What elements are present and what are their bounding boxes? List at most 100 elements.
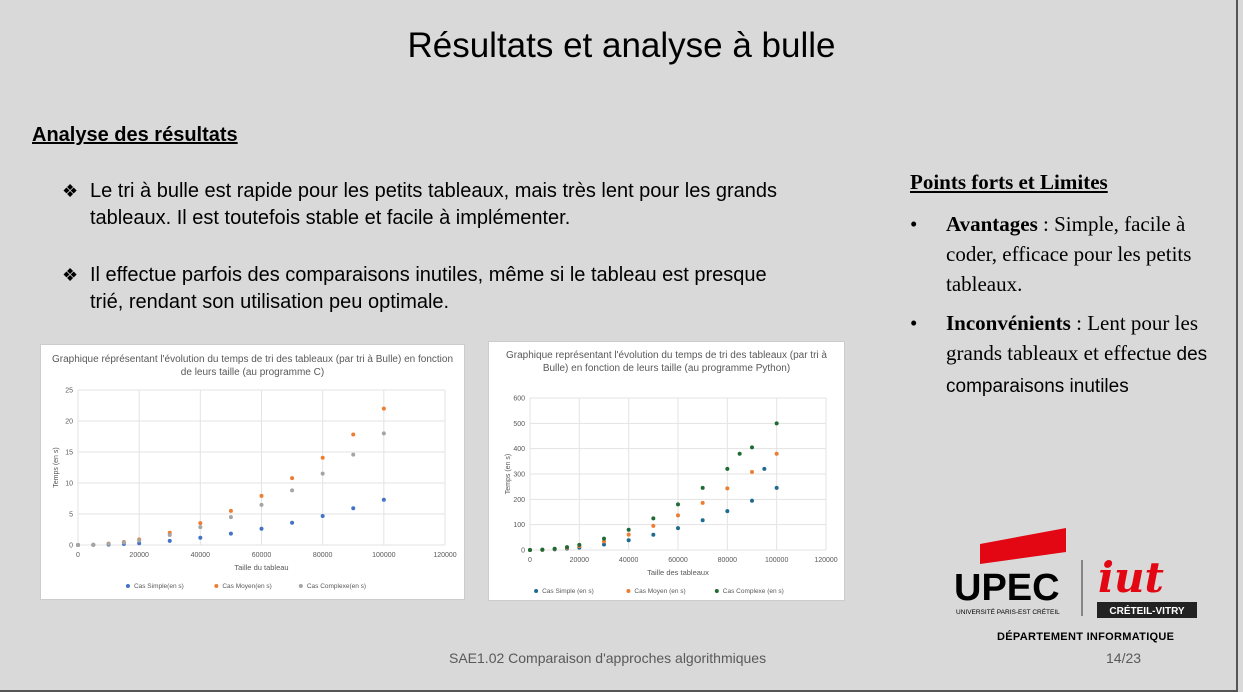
chart-c-point-series-1 — [351, 432, 356, 437]
drawbacks-item: • Inconvénients : Lent pour les grands t… — [910, 308, 1230, 402]
advantages-label: Avantages — [946, 212, 1038, 236]
chart-c-point-series-2 — [121, 540, 126, 545]
chart-c-point-series-2 — [137, 538, 142, 543]
chart-python-ytick-label: 500 — [513, 421, 525, 428]
logo-iut-sub: CRÉTEIL-VITRY — [1109, 604, 1185, 617]
chart-c-legend-marker — [298, 584, 303, 588]
chart-python-point-series-2 — [577, 542, 582, 547]
logo-iut-text: iut — [1098, 553, 1164, 602]
chart-c-legend-label: Cas Moyen(en s) — [222, 583, 272, 590]
chart-c-point-series-2 — [320, 471, 325, 476]
analysis-bullet-1: ❖ Le tri à bulle est rapide pour les pet… — [62, 178, 802, 232]
chart-python-ytick-label: 600 — [513, 396, 525, 403]
chart-python-xtick-label: 40000 — [619, 557, 639, 564]
analysis-bullet-2-text: Il effectue parfois des comparaisons inu… — [90, 264, 767, 313]
chart-c-point-series-0 — [259, 526, 264, 531]
chart-python-legend-label: Cas Complexe (en s) — [723, 588, 784, 595]
chart-python-point-series-2 — [651, 516, 656, 521]
chart-c-legend-marker — [214, 584, 219, 588]
chart-python-ytick-label: 100 — [513, 522, 525, 529]
chart-python-point-series-2 — [565, 545, 569, 550]
chart-python-ytick-label: 300 — [513, 472, 525, 479]
chart-c-legend-label: Cas Simple(en s) — [134, 583, 184, 590]
chart-python-point-series-1 — [626, 532, 631, 537]
chart-c-point-series-2 — [228, 515, 233, 520]
chart-python-legend-marker — [534, 589, 539, 593]
chart-python-ylabel: Temps (en s) — [505, 454, 512, 494]
footer-text: SAE1.02 Comparaison d'approches algorith… — [449, 650, 767, 666]
chart-python-ytick-label: 0 — [521, 548, 525, 555]
chart-c-ylabel: Temps (en s) — [53, 447, 60, 487]
chart-python-legend-marker — [626, 589, 631, 593]
chart-c-point-series-1 — [228, 508, 233, 513]
chart-python-xlabel: Taille des tableaux — [647, 568, 709, 577]
chart-python-point-series-1 — [602, 539, 606, 544]
chart-python-point-series-2 — [626, 527, 631, 532]
chart-python-point-series-2 — [676, 502, 680, 507]
slide-title: Résultats et analyse à bulle — [407, 26, 836, 65]
advantages-text: : Simple, facile à coder, efficace pour … — [946, 212, 1192, 296]
chart-c-ytick-label: 0 — [69, 543, 73, 550]
analysis-bullet-1-text: Le tri à bulle est rapide pour les petit… — [90, 180, 778, 229]
chart-c-legend-marker — [125, 584, 130, 588]
chart-python-point-series-0 — [651, 532, 656, 537]
chart-python-point-series-1 — [750, 470, 754, 475]
chart-c-point-series-0 — [381, 497, 386, 502]
upec-iut-logo: UPEC UNIVERSITÉ PARIS-EST CRÉTEIL iut CR… — [954, 528, 1197, 618]
chart-python-point-series-0 — [725, 509, 730, 514]
logo-red-band — [980, 528, 1066, 564]
chart-python-xtick-label: 120000 — [814, 557, 837, 564]
chart-python-ytick-label: 200 — [513, 497, 525, 504]
chart-python-point-series-2 — [750, 445, 754, 450]
chart-python-xtick-label: 80000 — [718, 557, 738, 564]
chart-c-point-series-2 — [76, 543, 80, 547]
chart-c-xtick-label: 0 — [76, 552, 80, 559]
drawbacks-label: Inconvénients — [946, 311, 1071, 335]
chart-c-svg: 0 20000 40000 60000 80000 100000 120000 0 5 10 15 2… — [53, 388, 457, 591]
chart-python-point-series-0 — [774, 485, 779, 490]
chart-python-point-series-2 — [540, 547, 545, 552]
chart-python-point-series-0 — [676, 526, 680, 531]
chart-c-xtick-label: 100000 — [372, 552, 395, 559]
chart-c-ytick-label: 15 — [65, 450, 73, 457]
chart-python-point-series-2 — [700, 485, 705, 490]
chart-python-xtick-label: 60000 — [668, 557, 688, 564]
chart-c-point-series-1 — [381, 406, 386, 411]
chart-python-legend-label: Cas Moyen (en s) — [634, 588, 685, 595]
chart-python-point-series-0 — [700, 518, 705, 523]
chart-python: Graphique représentant l'évolution du te… — [488, 341, 845, 601]
diamond-bullet-icon: ❖ — [62, 181, 79, 201]
chart-c-point-series-1 — [198, 521, 203, 526]
chart-c-ytick-label: 5 — [69, 512, 73, 519]
logo-iut-bar — [1097, 602, 1197, 618]
section-title: Analyse des résultats — [32, 124, 238, 146]
chart-python-xtick-label: 20000 — [570, 557, 590, 564]
chart-python-legend-label: Cas Simple (en s) — [542, 588, 594, 595]
chart-python-point-series-0 — [750, 498, 754, 503]
chart-c-point-series-0 — [351, 506, 356, 511]
chart-python-point-series-1 — [700, 500, 705, 505]
chart-python-point-series-2 — [774, 421, 779, 426]
chart-python-xtick-label: 0 — [528, 557, 532, 564]
logo-upec-text: UPEC — [954, 567, 1060, 609]
chart-python-legend-marker — [714, 589, 719, 593]
chart-python-title: Graphique représentant l'évolution du te… — [506, 350, 827, 374]
chart-c-point-series-2 — [351, 452, 356, 457]
chart-c-xlabel: Taille du tableau — [234, 563, 288, 572]
chart-c-ytick-label: 10 — [65, 481, 73, 488]
chart-c: Graphique réprésentant l'évolution du te… — [40, 344, 465, 600]
department-label: DÉPARTEMENT INFORMATIQUE — [997, 631, 1175, 643]
chart-python-point-series-2 — [552, 546, 557, 551]
chart-python-point-series-1 — [774, 451, 779, 456]
chart-c-point-series-2 — [198, 525, 203, 530]
chart-c-point-series-0 — [320, 513, 325, 518]
chart-c-title: Graphique réprésentant l'évolution du te… — [51, 354, 454, 378]
chart-c-point-series-2 — [259, 502, 264, 507]
chart-c-point-series-2 — [167, 532, 172, 537]
chart-python-point-series-0 — [626, 538, 631, 543]
chart-c-point-series-1 — [320, 455, 325, 460]
chart-python-svg: 0 20000 40000 60000 80000 100000 120000 0 100 200… — [505, 396, 838, 596]
chart-c-point-series-0 — [198, 535, 203, 540]
chart-python-point-series-1 — [676, 513, 680, 518]
chart-python-ytick-label: 400 — [513, 446, 525, 453]
